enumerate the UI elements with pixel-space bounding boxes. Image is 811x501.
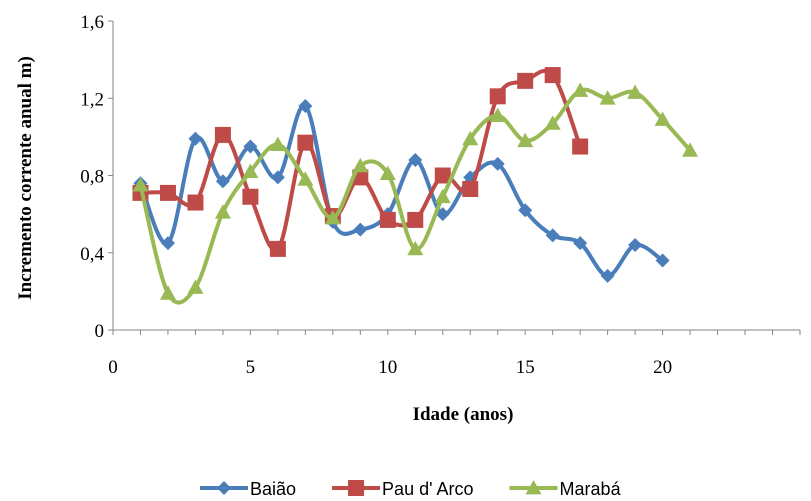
- data-point: [407, 211, 424, 228]
- data-point: [434, 167, 451, 184]
- data-point: [682, 142, 699, 157]
- data-point: [379, 211, 396, 228]
- data-point: [599, 90, 616, 105]
- data-point: [214, 126, 231, 143]
- data-point: [462, 181, 479, 198]
- data-point: [269, 136, 286, 151]
- data-point: [243, 139, 258, 154]
- data-point: [435, 207, 450, 222]
- data-point: [297, 134, 314, 151]
- data-point: [572, 82, 589, 97]
- data-point: [600, 268, 615, 283]
- data-point: [297, 171, 314, 186]
- series-2: [132, 82, 699, 305]
- data-point: [628, 238, 643, 253]
- data-point: [214, 204, 231, 219]
- y-tick-label: 0: [95, 321, 105, 342]
- data-point: [490, 156, 505, 171]
- data-point: [242, 188, 259, 205]
- legend-entry: Pau d' Arco: [332, 479, 474, 499]
- data-point: [627, 84, 644, 99]
- legend-label: Pau d' Arco: [382, 479, 474, 499]
- x-tick-label: 20: [653, 357, 672, 378]
- data-point: [187, 279, 204, 294]
- y-tick-label: 0,8: [80, 167, 104, 188]
- legend-entry: Baião: [200, 479, 296, 499]
- data-point: [518, 203, 533, 218]
- data-point: [544, 67, 561, 84]
- data-point: [545, 228, 560, 243]
- legend-label: Marabá: [560, 479, 622, 499]
- data-point: [269, 240, 286, 257]
- data-point: [160, 236, 175, 251]
- series-0: [133, 98, 670, 283]
- data-point: [517, 132, 534, 148]
- data-point: [654, 111, 671, 126]
- y-tick-label: 0,4: [80, 244, 104, 265]
- x-tick-label: 10: [378, 357, 397, 378]
- data-point: [159, 184, 176, 201]
- data-point: [242, 163, 259, 179]
- series-layer: [132, 67, 699, 305]
- data-point: [655, 253, 670, 268]
- data-point: [407, 240, 424, 256]
- data-point: [215, 174, 230, 189]
- y-axis-title: Incremento corrente anual m): [15, 56, 36, 300]
- legend-marker: [348, 480, 365, 496]
- data-point: [544, 115, 561, 130]
- legend-label: Baião: [250, 479, 296, 499]
- data-point: [187, 194, 204, 211]
- axes: 0 0,4 0,8 1,2 1,6 0 5 10 15 20: [80, 12, 801, 378]
- x-tick-label: 15: [516, 357, 535, 378]
- data-point: [489, 88, 506, 105]
- data-point: [572, 138, 589, 155]
- data-point: [352, 157, 369, 173]
- data-point: [353, 222, 368, 237]
- y-tick-label: 1,6: [80, 12, 104, 33]
- x-tick-label: 0: [108, 357, 118, 378]
- x-tick-label: 5: [246, 357, 256, 378]
- data-point: [188, 131, 203, 146]
- data-point: [324, 209, 341, 225]
- data-point: [379, 165, 396, 180]
- legend: Baião Pau d' Arco Marabá: [200, 479, 622, 499]
- series-1: [132, 67, 589, 257]
- data-point: [517, 72, 534, 89]
- legend-entry: Marabá: [509, 479, 622, 499]
- x-axis-title: Idade (anos): [413, 404, 514, 425]
- data-point: [408, 153, 423, 168]
- data-point: [159, 285, 176, 300]
- data-point: [270, 170, 285, 185]
- data-point: [489, 107, 506, 123]
- data-point: [298, 98, 313, 113]
- data-point: [434, 188, 451, 204]
- data-point: [573, 236, 588, 251]
- y-tick-label: 1,2: [80, 89, 104, 110]
- legend-marker: [525, 480, 542, 495]
- data-point: [462, 130, 479, 146]
- data-point: [132, 177, 149, 192]
- legend-marker: [217, 481, 231, 495]
